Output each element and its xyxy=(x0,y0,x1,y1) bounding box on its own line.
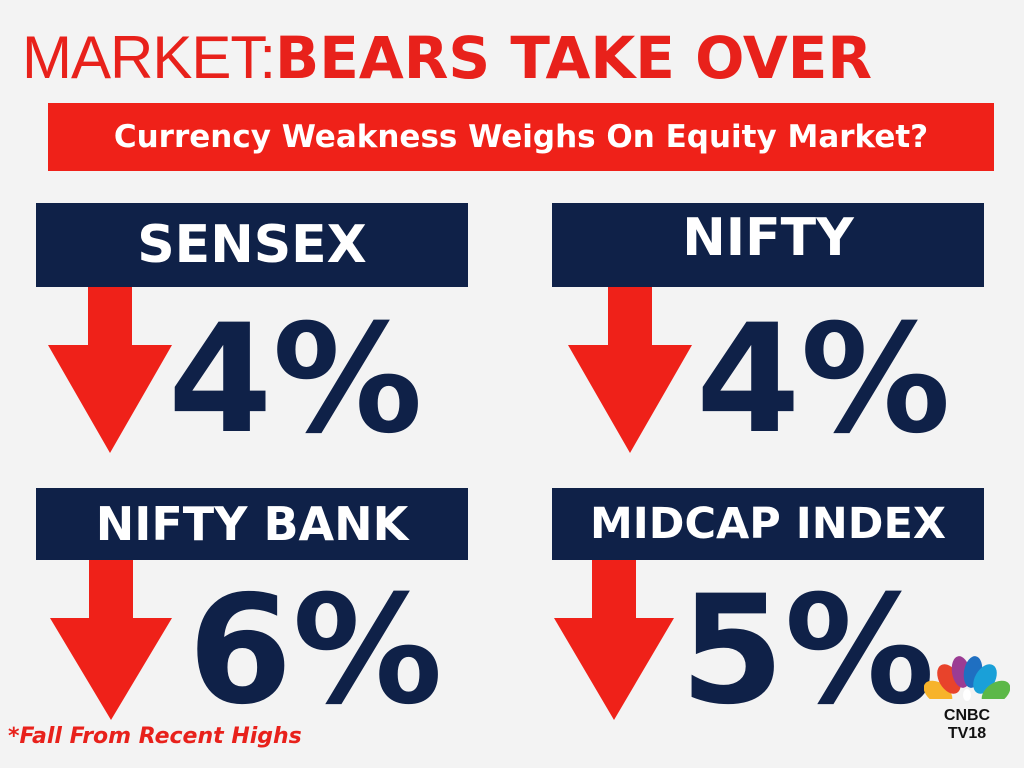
logo-text-cnbc: CNBC xyxy=(943,707,991,724)
down-arrow-icon xyxy=(554,560,674,720)
down-arrow-icon xyxy=(50,560,172,720)
index-label-nifty: NIFTY xyxy=(552,203,984,287)
headline-prefix: MARKET: xyxy=(22,24,276,91)
index-change-nifty: 4% xyxy=(696,293,951,467)
index-change-midcap: 5% xyxy=(680,564,935,738)
down-arrow-icon xyxy=(568,287,692,453)
headline-main: BEARS TAKE OVER xyxy=(275,24,873,92)
index-change-nifty-bank: 6% xyxy=(188,564,443,738)
index-label-nifty-bank: NIFTY BANK xyxy=(36,488,468,560)
index-change-sensex: 4% xyxy=(168,293,423,467)
headline: MARKET:BEARS TAKE OVER xyxy=(22,18,1012,98)
logo-text-tv18: TV18 xyxy=(947,725,987,742)
down-arrow-icon xyxy=(48,287,172,453)
footnote: *Fall From Recent Highs xyxy=(8,724,302,749)
peacock-logo-icon xyxy=(924,656,1010,707)
subtitle-banner: Currency Weakness Weighs On Equity Marke… xyxy=(48,103,994,171)
cnbc-tv18-logo: CNBC TV18 xyxy=(924,655,1010,755)
index-label-midcap: MIDCAP INDEX xyxy=(552,488,984,560)
index-label-sensex: SENSEX xyxy=(36,203,468,287)
